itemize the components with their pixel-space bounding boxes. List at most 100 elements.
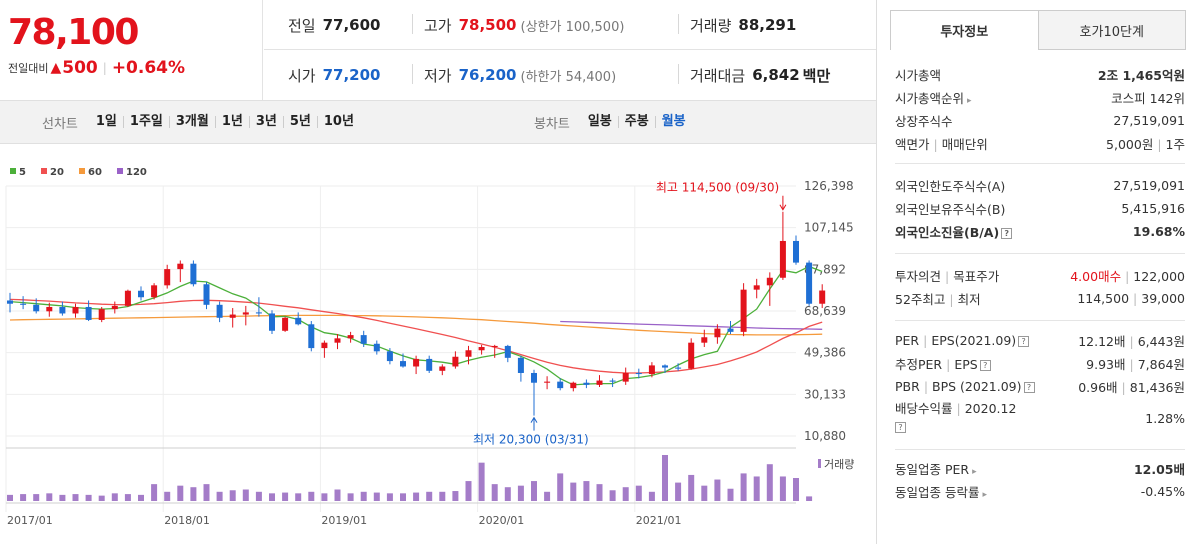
candle-월봉[interactable]: 월봉 xyxy=(661,114,686,129)
x-tick-label: 2021/01 xyxy=(636,514,682,527)
legend-swatch xyxy=(117,168,123,174)
candle-body xyxy=(282,317,289,331)
cell-divider xyxy=(678,64,679,84)
candle-body xyxy=(413,358,420,367)
candle-body xyxy=(819,290,826,304)
separator: | xyxy=(945,269,950,284)
volume-bar xyxy=(386,493,393,501)
help-icon[interactable]: ? xyxy=(979,360,991,371)
help-icon[interactable]: ? xyxy=(1001,228,1013,239)
volume-bar xyxy=(517,485,524,501)
candle-body xyxy=(517,357,524,373)
dividend-label: 배당수익률 xyxy=(895,401,953,416)
candle-주봉[interactable]: 주봉 xyxy=(619,115,656,128)
low-annotation: 최저 20,300 (03/31) xyxy=(473,433,589,447)
x-tick-label: 2020/01 xyxy=(479,514,525,527)
candle-body xyxy=(321,342,328,349)
est-per-value: 9.93배 xyxy=(1086,357,1126,372)
candle-일봉[interactable]: 일봉 xyxy=(582,115,619,128)
candle-body xyxy=(373,343,380,352)
sector-per-link[interactable]: 동일업종 PER ▸ xyxy=(895,459,977,478)
mcap-rank-link[interactable]: 시가총액순위 ▸ xyxy=(895,88,972,107)
opinion-section: 투자의견 | 목표주가 4.00매수 | 122,000 52주최고 | 최저 114,500 |… xyxy=(895,264,1185,310)
quote-row-1: 전일 77,600 고가 78,500 (상한가 100,500) 거래량 88… xyxy=(264,0,876,50)
help-icon[interactable]: ? xyxy=(895,422,906,433)
volume-bar xyxy=(806,496,813,501)
volume-bar xyxy=(701,485,708,501)
per-eps-value: 12.12배 | 6,443원 xyxy=(1078,331,1185,350)
divider xyxy=(895,163,1185,164)
candle-body xyxy=(295,317,302,325)
tab-investment-info[interactable]: 투자정보 xyxy=(890,10,1039,50)
opinion-label: 투자의견 xyxy=(895,269,942,284)
volume-bar xyxy=(347,493,354,501)
eps-label: EPS(2021.09) xyxy=(931,333,1017,348)
help-icon[interactable]: ? xyxy=(1018,336,1030,347)
candle-body xyxy=(400,361,406,367)
investment-info-panel: 투자정보 호가10단계 시가총액 2조 1,465억원 시가총액순위 ▸ 코스피 14… xyxy=(876,0,1192,544)
period-1년[interactable]: 1년 xyxy=(216,115,250,128)
pbr-bps-label: PBR | BPS (2021.09)? xyxy=(895,379,1035,394)
info-tabs: 투자정보 호가10단계 xyxy=(890,10,1186,50)
target-value: 122,000 xyxy=(1133,269,1185,284)
candle-body xyxy=(622,372,629,382)
quote-row-2: 시가 77,200 저가 76,200 (하한가 54,400) 거래대금 6,… xyxy=(264,50,876,100)
high-value: 78,500 xyxy=(458,16,517,34)
lower-limit: (하한가 54,400) xyxy=(520,69,617,85)
valuation-section: PER | EPS(2021.09)? 12.12배 | 6,443원 추정PER | EPS… xyxy=(895,329,1185,438)
separator: | xyxy=(1133,291,1138,306)
change-amount: 500 xyxy=(62,58,98,78)
volume-bar xyxy=(557,473,564,501)
tab-order-book[interactable]: 호가10단계 xyxy=(1038,10,1186,50)
candle-body xyxy=(33,304,40,312)
par-label: 액면가 xyxy=(895,137,930,152)
cell-divider xyxy=(412,14,413,34)
low-arrowhead xyxy=(530,416,538,423)
mcap-label: 시가총액 xyxy=(895,68,942,83)
period-1일[interactable]: 1일 xyxy=(90,115,124,128)
par-value: 5,000원 xyxy=(1106,137,1154,152)
period-5년[interactable]: 5년 xyxy=(284,115,318,128)
candle-body xyxy=(190,263,197,285)
candle-body xyxy=(20,303,27,305)
period-3년[interactable]: 3년 xyxy=(250,115,284,128)
candle-body xyxy=(478,347,485,351)
candle-body xyxy=(46,306,53,312)
candle-body xyxy=(662,365,668,368)
ma20-line xyxy=(9,298,823,374)
period-3개월[interactable]: 3개월 xyxy=(170,115,216,128)
wk52-low-value: 39,000 xyxy=(1141,291,1185,306)
y-tick-label: 126,398 xyxy=(804,179,854,193)
volume-bar xyxy=(373,492,380,501)
foreign-ratio-value: 19.68% xyxy=(1132,224,1185,239)
chevron-right-icon: ▸ xyxy=(967,96,972,106)
est-eps-value: 7,864원 xyxy=(1137,357,1185,372)
prev-close-value: 77,600 xyxy=(322,16,381,34)
dividend-year: 2020.12 xyxy=(964,401,1017,416)
legend-label: 120 xyxy=(126,167,147,178)
separator: | xyxy=(1125,269,1130,284)
volume-bar xyxy=(59,494,66,501)
period-1주일[interactable]: 1주일 xyxy=(124,115,170,128)
legend-label: 20 xyxy=(50,167,64,178)
help-icon[interactable]: ? xyxy=(1023,382,1035,393)
candle-body xyxy=(229,314,236,318)
amount-cell: 거래대금 6,842 백만 xyxy=(678,50,830,100)
amount-value: 6,842 xyxy=(752,66,800,84)
y-tick-label: 30,133 xyxy=(804,387,846,401)
ma60-line xyxy=(9,314,823,336)
y-tick-label: 68,639 xyxy=(804,304,846,318)
candle-body xyxy=(688,342,695,369)
cell-divider xyxy=(678,14,679,34)
stock-summary-panel: 78,100 전일대비 ▲ 500 | +0.64% 전일 77,600 고가 … xyxy=(0,0,876,527)
candle-body xyxy=(701,337,708,343)
candle-body xyxy=(439,366,446,371)
pbr-bps-value: 0.96배 | 81,436원 xyxy=(1078,377,1185,396)
foreign-limit-value: 27,519,091 xyxy=(1113,178,1185,193)
candle-body xyxy=(753,285,760,290)
period-10년[interactable]: 10년 xyxy=(323,114,354,129)
volume-bar xyxy=(7,494,13,501)
sector-change-link[interactable]: 동일업종 등락률 ▸ xyxy=(895,482,987,501)
separator: | xyxy=(946,357,951,372)
pbr-value: 0.96배 xyxy=(1078,380,1118,395)
